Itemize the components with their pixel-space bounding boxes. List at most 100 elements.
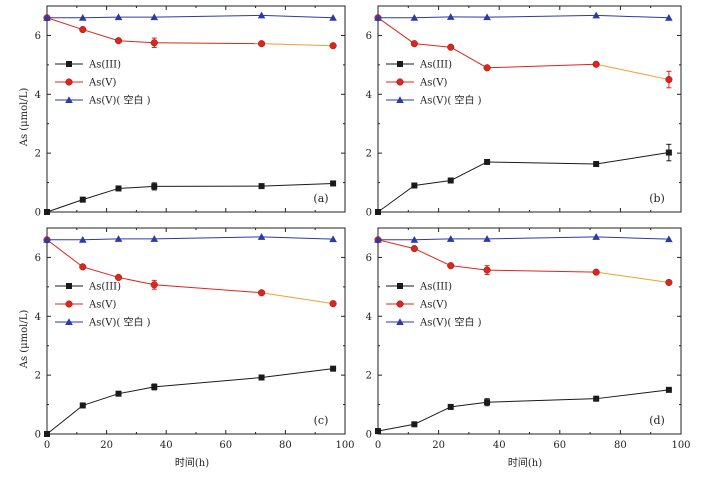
- series-as5-blank: [43, 12, 337, 21]
- data-point: [330, 300, 337, 307]
- plot-frame: [378, 228, 681, 434]
- data-point: [411, 40, 418, 47]
- data-point: [115, 274, 122, 281]
- series-line-segment: [83, 267, 119, 278]
- data-point: [330, 42, 337, 49]
- series-line-segment: [83, 188, 119, 199]
- series-line-segment: [414, 249, 450, 266]
- legend-marker: [397, 301, 404, 308]
- legend-marker: [66, 61, 72, 67]
- x-tick-label: 80: [614, 440, 627, 451]
- legend: As(III)As(V)As(V)( 空白 ): [55, 282, 151, 329]
- plot-frame: [47, 6, 345, 212]
- series-as5-blank: [43, 233, 337, 243]
- series-line-segment: [262, 369, 334, 378]
- legend-label: As(V): [419, 78, 447, 89]
- data-point: [666, 387, 672, 393]
- y-tick-label: 4: [366, 312, 372, 323]
- legend-label: As(III): [419, 282, 452, 293]
- data-point: [259, 183, 265, 189]
- series-line-segment: [451, 266, 487, 270]
- data-point: [151, 281, 158, 288]
- legend-label: As(V)( 空白 ): [419, 94, 482, 107]
- x-tick-label: 20: [432, 440, 445, 451]
- panel-label: (a): [313, 192, 328, 205]
- series-line-segment: [596, 237, 669, 239]
- series-line-segment: [83, 17, 119, 18]
- panel-label: (b): [649, 192, 665, 205]
- series-as5: [375, 236, 672, 285]
- series-line-segment: [378, 424, 414, 431]
- series-line-segment: [47, 200, 83, 212]
- x-axis-title-left: 时间(h): [175, 456, 209, 469]
- series-line-segment: [154, 377, 261, 386]
- series-line-segment: [451, 162, 487, 181]
- data-point: [116, 185, 122, 191]
- x-axis-title-right: 时间(h): [508, 456, 542, 469]
- series-line-segment: [487, 270, 596, 272]
- series-line-segment: [154, 15, 261, 17]
- series-line-segment: [414, 17, 450, 18]
- series-line-segment: [119, 186, 155, 188]
- data-point: [447, 44, 454, 51]
- y-axis-title-bottom: As (μmol/L): [19, 310, 30, 370]
- y-tick-label: 6: [35, 31, 41, 42]
- series-line-segment: [596, 64, 669, 79]
- series-as3: [44, 366, 336, 437]
- data-point: [258, 40, 265, 47]
- series-line-segment: [596, 272, 669, 282]
- x-tick-label: 20: [100, 440, 113, 451]
- series-line-segment: [47, 240, 83, 267]
- series-line-segment: [487, 162, 596, 164]
- series-line-segment: [262, 15, 334, 17]
- legend-label: As(V): [88, 78, 116, 89]
- series-as3: [44, 180, 336, 215]
- series-as5-blank: [374, 12, 672, 21]
- data-point: [484, 267, 491, 274]
- y-tick-label: 4: [366, 90, 372, 101]
- data-point: [375, 209, 381, 215]
- legend-label: As(III): [88, 60, 121, 71]
- data-point: [484, 159, 490, 165]
- series-as3: [375, 144, 672, 215]
- data-point: [593, 161, 599, 167]
- series-as5: [44, 236, 337, 306]
- series-line-segment: [83, 239, 119, 240]
- y-tick-label: 0: [366, 430, 372, 441]
- series-line-segment: [596, 390, 669, 399]
- series-line-segment: [154, 43, 261, 44]
- legend-marker: [66, 301, 73, 308]
- y-tick-label: 0: [35, 430, 41, 441]
- series-line-segment: [262, 237, 334, 239]
- series-line-segment: [378, 186, 414, 212]
- series-line-segment: [262, 183, 334, 186]
- data-point: [448, 178, 454, 184]
- legend-marker: [66, 283, 72, 289]
- legend-label: As(V): [88, 300, 116, 311]
- legend-label: As(III): [419, 60, 452, 71]
- legend-marker: [397, 283, 403, 289]
- series-line-segment: [83, 30, 119, 41]
- x-tick-label: 80: [279, 440, 292, 451]
- data-point: [80, 197, 86, 203]
- x-tick-label: 40: [160, 440, 173, 451]
- y-tick-label: 6: [366, 253, 372, 264]
- data-point: [375, 428, 381, 434]
- data-point: [151, 183, 157, 189]
- y-tick-label: 2: [366, 149, 372, 160]
- series-line-segment: [487, 15, 596, 17]
- legend: As(III) As(V) As(V)( 空白 ): [386, 60, 482, 107]
- panel-label: (c): [314, 414, 329, 427]
- y-axis-title-top: As (μmol/L): [19, 88, 30, 148]
- data-point: [411, 245, 418, 252]
- y-tick-label: 0: [35, 208, 41, 219]
- legend-label: As(V)( 空白 ): [419, 316, 482, 329]
- data-point: [79, 26, 86, 33]
- plot-frame: [47, 228, 345, 434]
- series-line-segment: [154, 237, 261, 239]
